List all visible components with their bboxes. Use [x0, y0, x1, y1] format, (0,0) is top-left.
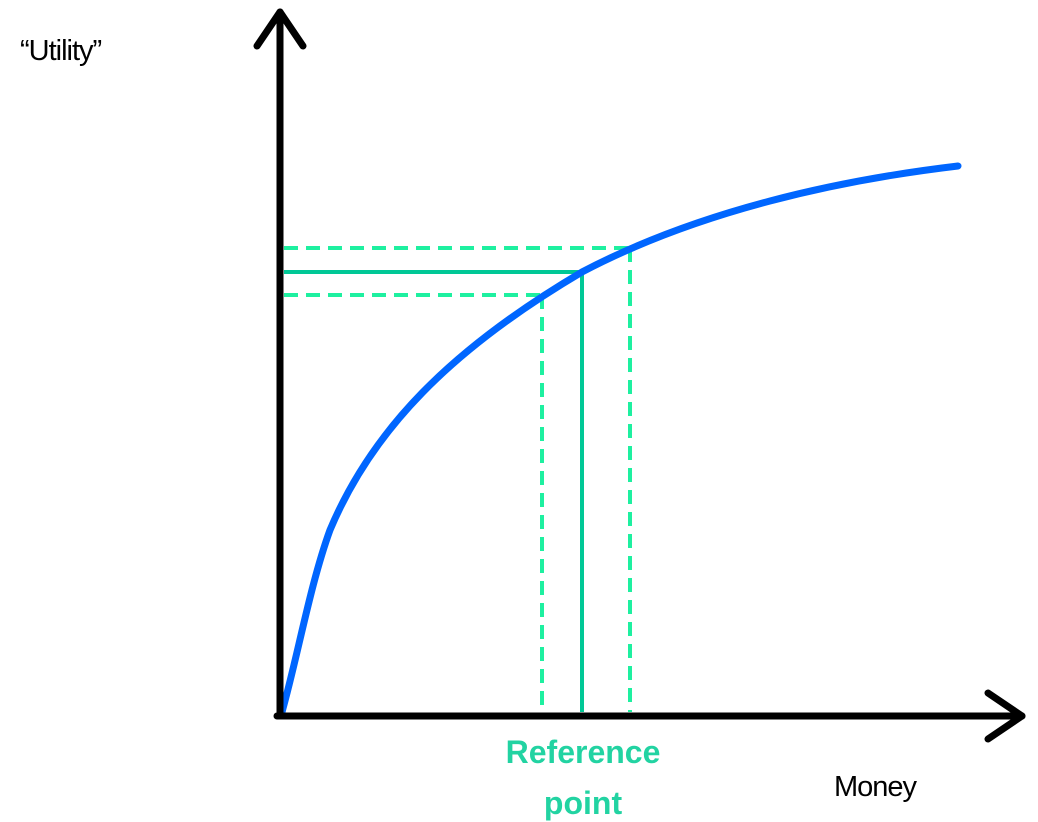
y-axis-label: “Utility”	[20, 35, 102, 67]
x-axis-label: Money	[834, 771, 918, 803]
utility-curve	[278, 162, 962, 716]
axes	[253, 8, 1026, 743]
reference-lines	[284, 246, 632, 712]
annotation-line: Reference	[506, 734, 661, 770]
y-axis-arrow	[253, 8, 307, 50]
x-axis-arrow	[984, 689, 1026, 743]
annotation-line: point	[544, 785, 623, 821]
